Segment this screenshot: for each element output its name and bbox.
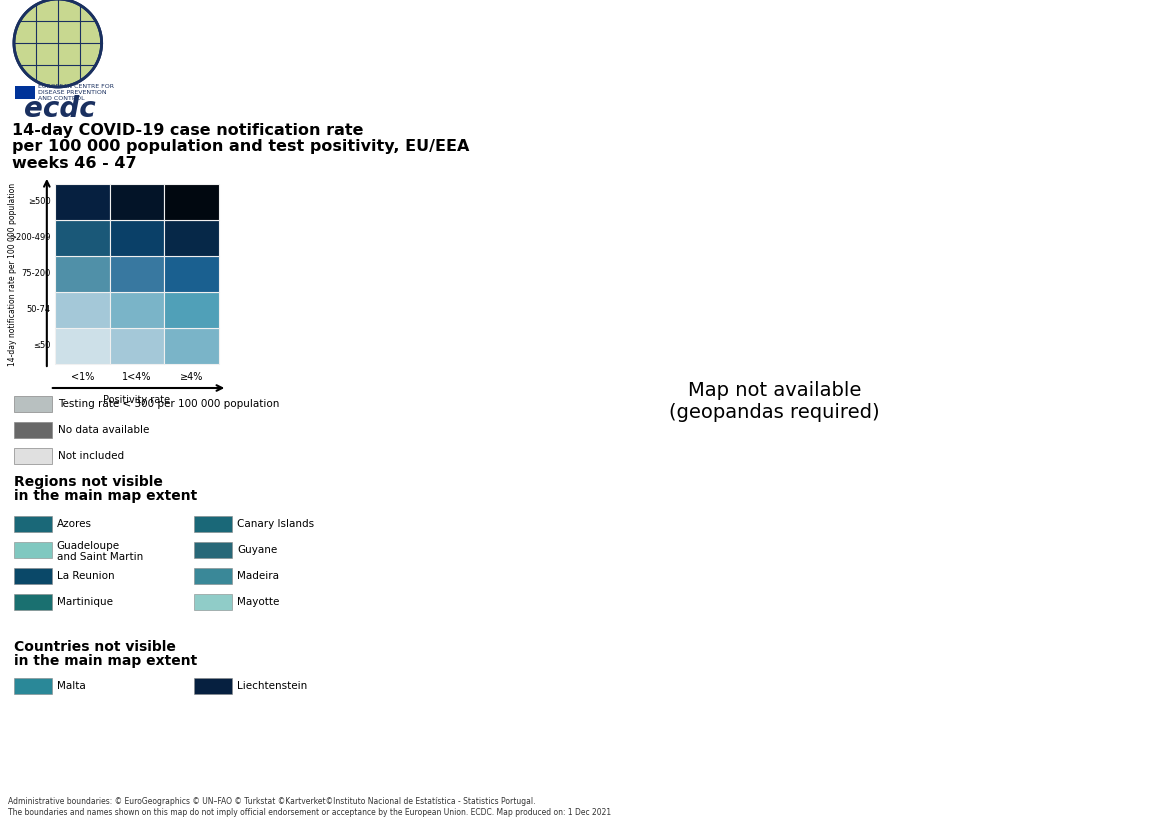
Bar bbox=[195, 568, 232, 584]
Text: Map not available
(geopandas required): Map not available (geopandas required) bbox=[669, 381, 879, 422]
Bar bbox=[165, 184, 219, 220]
Bar bbox=[195, 516, 232, 532]
Text: Azores: Azores bbox=[57, 519, 92, 529]
Text: Regions not visible: Regions not visible bbox=[14, 475, 162, 489]
Text: ≥4%: ≥4% bbox=[180, 372, 203, 382]
Bar bbox=[14, 422, 52, 438]
Bar bbox=[55, 184, 109, 220]
Bar bbox=[14, 448, 52, 464]
Text: 50-74: 50-74 bbox=[27, 305, 51, 314]
Text: Liechtenstein: Liechtenstein bbox=[237, 681, 307, 691]
Bar bbox=[14, 542, 52, 558]
Bar bbox=[14, 678, 52, 694]
Text: per 100 000 population and test positivity, EU/EEA: per 100 000 population and test positivi… bbox=[12, 139, 470, 155]
Text: The boundaries and names shown on this map do not imply official endorsement or : The boundaries and names shown on this m… bbox=[8, 808, 611, 817]
Bar bbox=[14, 396, 52, 412]
Bar bbox=[14, 594, 52, 610]
Bar bbox=[165, 292, 219, 328]
Text: Guyane: Guyane bbox=[237, 545, 277, 555]
Text: No data available: No data available bbox=[58, 425, 150, 435]
Text: in the main map extent: in the main map extent bbox=[14, 489, 197, 503]
Text: Mayotte: Mayotte bbox=[237, 597, 280, 607]
Bar bbox=[55, 256, 109, 292]
Text: <1%: <1% bbox=[71, 372, 94, 382]
Bar bbox=[165, 256, 219, 292]
Bar bbox=[15, 86, 35, 99]
Text: ecdc: ecdc bbox=[24, 95, 95, 123]
Bar bbox=[195, 594, 232, 610]
Bar bbox=[109, 292, 165, 328]
Text: 1<4%: 1<4% bbox=[122, 372, 152, 382]
Text: Not included: Not included bbox=[58, 451, 124, 461]
Text: Positivity rate: Positivity rate bbox=[103, 395, 171, 405]
Text: weeks 46 - 47: weeks 46 - 47 bbox=[12, 156, 137, 170]
Bar bbox=[55, 220, 109, 256]
Text: Testing rate < 300 per 100 000 population: Testing rate < 300 per 100 000 populatio… bbox=[58, 399, 280, 409]
Text: Administrative boundaries: © EuroGeographics © UN–FAO © Turkstat ©Kartverket©Ins: Administrative boundaries: © EuroGeograp… bbox=[8, 797, 536, 806]
Text: Malta: Malta bbox=[57, 681, 86, 691]
Text: 75-200: 75-200 bbox=[21, 269, 51, 278]
Text: Martinique: Martinique bbox=[57, 597, 113, 607]
Text: in the main map extent: in the main map extent bbox=[14, 654, 197, 668]
Bar bbox=[109, 220, 165, 256]
Text: 14-day notification rate per 100 000 population: 14-day notification rate per 100 000 pop… bbox=[8, 183, 17, 365]
Bar bbox=[165, 328, 219, 364]
Text: 14-day COVID-19 case notification rate: 14-day COVID-19 case notification rate bbox=[12, 124, 363, 138]
Bar bbox=[109, 328, 165, 364]
Bar bbox=[165, 220, 219, 256]
Bar bbox=[109, 256, 165, 292]
Text: Canary Islands: Canary Islands bbox=[237, 519, 314, 529]
Bar bbox=[14, 516, 52, 532]
Text: >200-499: >200-499 bbox=[9, 233, 51, 242]
Circle shape bbox=[14, 0, 102, 87]
Text: ≤50: ≤50 bbox=[34, 342, 51, 351]
Text: ≥500: ≥500 bbox=[28, 197, 51, 206]
Bar bbox=[55, 292, 109, 328]
Text: Guadeloupe: Guadeloupe bbox=[57, 541, 119, 551]
Text: Madeira: Madeira bbox=[237, 571, 280, 581]
Text: Countries not visible: Countries not visible bbox=[14, 640, 176, 654]
Text: EUROPEAN CENTRE FOR
DISEASE PREVENTION
AND CONTROL: EUROPEAN CENTRE FOR DISEASE PREVENTION A… bbox=[38, 84, 114, 102]
Text: and Saint Martin: and Saint Martin bbox=[57, 552, 143, 562]
Bar bbox=[195, 542, 232, 558]
Text: La Reunion: La Reunion bbox=[57, 571, 115, 581]
Bar bbox=[109, 184, 165, 220]
Bar bbox=[14, 568, 52, 584]
Bar bbox=[55, 328, 109, 364]
Bar bbox=[195, 678, 232, 694]
